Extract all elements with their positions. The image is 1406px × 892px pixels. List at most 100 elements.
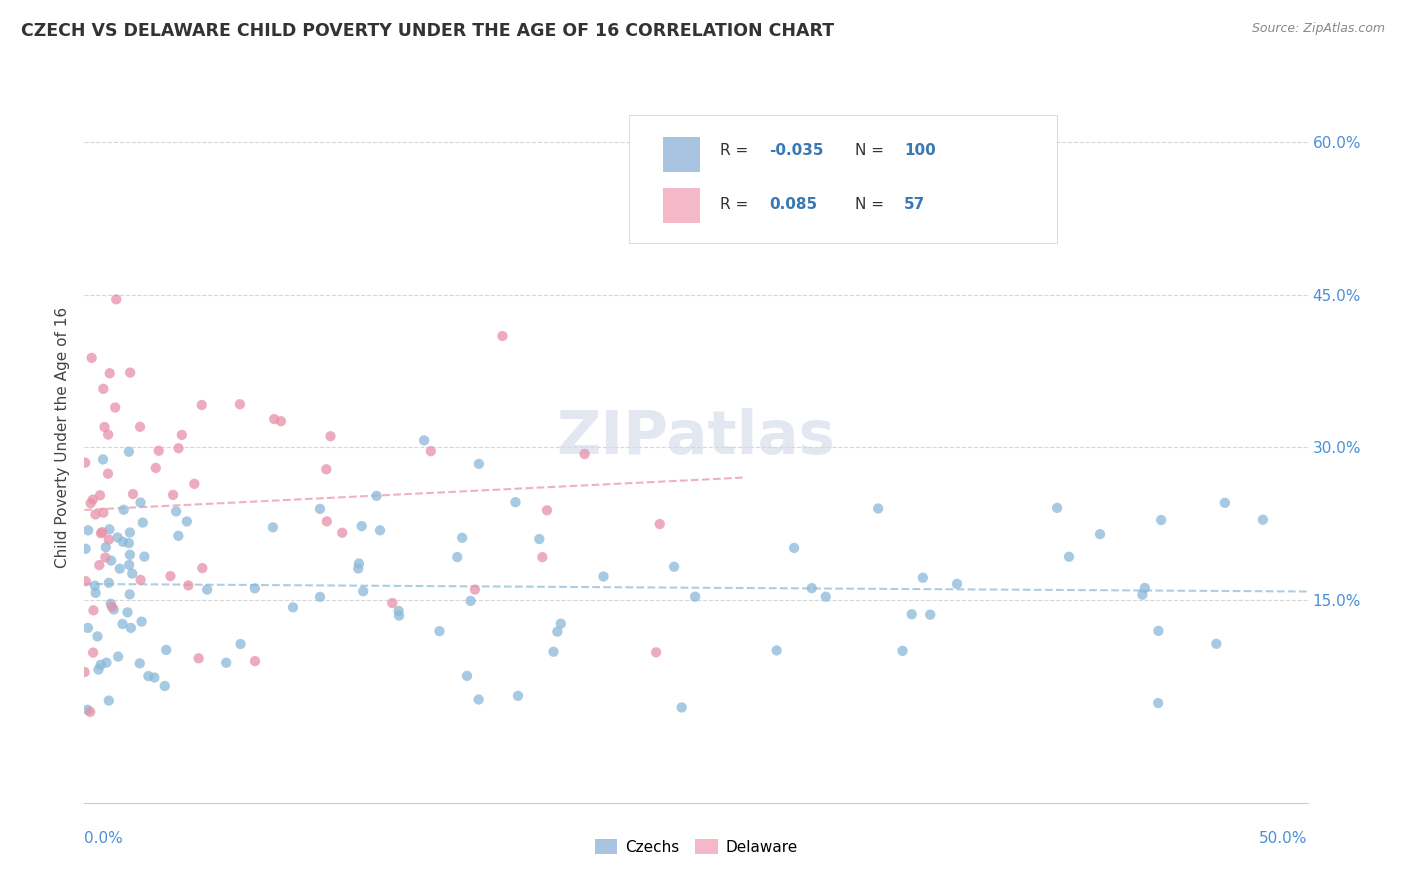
Point (167, 529, 190, 543)
Text: R =: R = (720, 143, 754, 158)
Point (120, 621, 142, 635)
Point (464, 582, 486, 597)
Text: 50.0%: 50.0% (1260, 830, 1308, 846)
Point (76, 703, 98, 717)
Point (73, 665, 96, 679)
Point (592, 569, 614, 583)
Point (1205, 637, 1227, 651)
FancyBboxPatch shape (628, 115, 1057, 244)
Point (165, 504, 187, 518)
Point (574, 447, 596, 461)
Point (93, 506, 115, 520)
Point (118, 587, 141, 601)
Point (108, 562, 131, 576)
Point (82, 603, 104, 617)
Point (243, 582, 266, 596)
Point (467, 692, 489, 706)
Point (118, 548, 141, 562)
Point (97, 693, 120, 707)
Point (1213, 496, 1236, 510)
Point (87, 663, 110, 677)
Point (550, 616, 572, 631)
Text: 0.0%: 0.0% (84, 830, 124, 846)
Text: N =: N = (855, 143, 889, 158)
Point (419, 444, 441, 458)
Point (546, 624, 568, 639)
Point (1150, 513, 1173, 527)
Point (229, 637, 252, 651)
Point (262, 520, 284, 534)
Point (190, 398, 212, 412)
Point (148, 443, 170, 458)
Point (75, 574, 97, 589)
Point (107, 531, 129, 545)
Point (451, 531, 474, 545)
Point (176, 515, 198, 529)
Point (243, 654, 266, 668)
Point (368, 524, 391, 538)
Point (215, 656, 238, 670)
Point (662, 559, 685, 574)
Point (79, 496, 101, 510)
Point (765, 643, 787, 657)
Point (91, 382, 114, 396)
Point (79, 705, 101, 719)
Point (94, 540, 117, 554)
Point (1147, 696, 1170, 710)
Text: CZECH VS DELAWARE CHILD POVERTY UNDER THE AGE OF 16 CORRELATION CHART: CZECH VS DELAWARE CHILD POVERTY UNDER TH… (21, 22, 834, 40)
Point (911, 571, 934, 585)
Point (1251, 513, 1274, 527)
Point (468, 457, 491, 471)
Point (83, 579, 105, 593)
Point (75, 541, 97, 556)
Text: 100: 100 (904, 143, 935, 158)
Point (118, 444, 141, 458)
Point (920, 607, 942, 622)
Point (117, 606, 139, 620)
Point (132, 516, 155, 530)
Point (460, 594, 482, 608)
Point (107, 649, 129, 664)
Point (868, 501, 890, 516)
Point (77, 621, 100, 635)
Point (128, 657, 150, 671)
Point (143, 671, 166, 685)
Point (134, 549, 156, 564)
Point (800, 581, 823, 595)
Point (350, 519, 373, 533)
Point (429, 624, 451, 639)
Point (155, 643, 177, 657)
Point (319, 429, 342, 443)
Point (543, 645, 565, 659)
Point (112, 502, 135, 516)
Point (1046, 500, 1069, 515)
Point (111, 617, 134, 632)
Point (89, 488, 111, 502)
Point (229, 397, 252, 411)
Point (191, 561, 214, 575)
Point (347, 561, 370, 575)
Point (162, 488, 184, 502)
Point (129, 495, 152, 509)
Point (187, 651, 209, 665)
Point (183, 476, 205, 491)
Point (531, 550, 554, 565)
Point (195, 582, 218, 597)
Text: R =: R = (720, 197, 754, 212)
Point (118, 525, 141, 540)
Point (645, 645, 668, 659)
Point (100, 553, 122, 567)
Point (309, 502, 332, 516)
Point (97, 467, 120, 481)
Point (90, 526, 112, 541)
Point (82, 646, 104, 660)
Point (100, 597, 122, 611)
Point (1088, 527, 1111, 541)
Point (446, 550, 468, 565)
Point (77, 524, 100, 538)
Text: -0.035: -0.035 (769, 143, 824, 158)
Point (129, 573, 152, 587)
Point (105, 293, 128, 307)
Point (1130, 588, 1153, 602)
Point (529, 532, 551, 546)
